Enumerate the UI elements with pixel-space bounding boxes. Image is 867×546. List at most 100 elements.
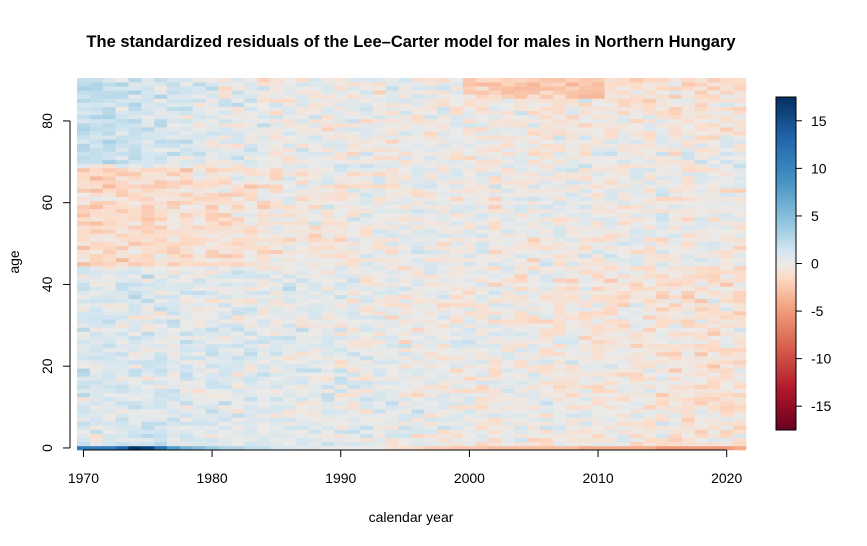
heatmap-cell — [269, 429, 284, 434]
heatmap-cell — [141, 323, 155, 328]
heatmap-cell — [591, 286, 605, 291]
heatmap-cell — [192, 335, 206, 340]
heatmap-cell — [360, 445, 374, 451]
heatmap-cell — [720, 212, 734, 218]
heatmap-cell — [205, 188, 219, 193]
heatmap-cell — [553, 413, 567, 418]
heatmap-cell — [308, 110, 322, 116]
heatmap-cell — [424, 425, 438, 430]
heatmap-cell — [694, 376, 708, 381]
heatmap-cell — [578, 221, 592, 226]
heatmap-cell — [167, 253, 181, 259]
colorbar-segment — [776, 286, 796, 291]
heatmap-cell — [321, 388, 335, 394]
heatmap-cell — [424, 180, 438, 185]
heatmap-cell — [540, 143, 554, 148]
heatmap-cell — [707, 216, 721, 222]
heatmap-cell — [218, 167, 232, 173]
heatmap-cell — [411, 413, 425, 418]
heatmap-cell — [424, 437, 438, 443]
heatmap-cell — [154, 114, 168, 120]
heatmap-cell — [192, 216, 206, 222]
heatmap-cell — [617, 229, 631, 234]
heatmap-cell — [694, 400, 708, 406]
heatmap-cell — [450, 82, 464, 87]
heatmap-cell — [244, 270, 258, 275]
heatmap-cell — [694, 94, 708, 99]
heatmap-cell — [282, 229, 297, 234]
heatmap-cell — [231, 216, 245, 222]
heatmap-cell — [450, 339, 464, 345]
heatmap-cell — [694, 90, 708, 95]
heatmap-cell — [694, 139, 708, 144]
heatmap-cell — [347, 147, 361, 152]
heatmap-cell — [411, 229, 425, 234]
heatmap-cell — [450, 90, 464, 95]
heatmap-cell — [141, 388, 155, 394]
heatmap-cell — [733, 364, 747, 369]
heatmap-cell — [128, 127, 142, 132]
heatmap-cell — [514, 343, 528, 349]
heatmap-cell — [372, 409, 387, 414]
heatmap-cell — [385, 192, 399, 197]
heatmap-cell — [128, 131, 142, 136]
heatmap-cell — [707, 421, 721, 426]
heatmap-cell — [514, 372, 528, 377]
heatmap-cell — [694, 392, 708, 398]
heatmap-cell — [347, 135, 361, 140]
heatmap-cell — [334, 323, 348, 328]
heatmap-cell — [231, 355, 245, 361]
heatmap-cell — [128, 319, 142, 324]
heatmap-cell — [437, 221, 451, 226]
heatmap-cell — [437, 425, 451, 430]
heatmap-cell — [514, 221, 528, 226]
heatmap-cell — [372, 433, 387, 439]
heatmap-cell — [218, 192, 232, 197]
heatmap-cell — [553, 417, 567, 422]
heatmap-cell — [385, 241, 399, 246]
heatmap-cell — [553, 290, 567, 295]
heatmap-cell — [385, 184, 399, 189]
heatmap-cell — [282, 331, 297, 336]
heatmap-cell — [694, 78, 708, 83]
heatmap-cell — [501, 180, 515, 185]
heatmap-cell — [334, 311, 348, 316]
heatmap-cell — [411, 274, 425, 279]
heatmap-cell — [514, 425, 528, 430]
heatmap-cell — [707, 319, 721, 324]
heatmap-cell — [128, 192, 142, 197]
heatmap-cell — [192, 282, 206, 287]
heatmap-cell — [257, 437, 271, 443]
heatmap-cell — [282, 257, 297, 263]
heatmap-cell — [282, 425, 297, 430]
heatmap-cell — [694, 425, 708, 430]
heatmap-cell — [385, 298, 399, 304]
heatmap-cell — [617, 327, 631, 332]
heatmap-cell — [115, 192, 129, 197]
heatmap-cell — [102, 122, 116, 128]
heatmap-cell — [411, 151, 425, 156]
heatmap-cell — [604, 180, 618, 185]
heatmap-cell — [360, 405, 374, 410]
heatmap-cell — [617, 405, 631, 410]
colorbar-segment — [776, 240, 796, 244]
heatmap-cell — [385, 172, 399, 177]
heatmap-cell — [668, 384, 682, 389]
heatmap-cell — [192, 151, 206, 156]
heatmap-cell — [141, 221, 155, 226]
heatmap-cell — [411, 425, 425, 430]
x-tick-label: 2000 — [454, 470, 485, 486]
heatmap-cell — [488, 245, 502, 250]
heatmap-cell — [630, 249, 644, 255]
heatmap-cell — [553, 343, 567, 349]
heatmap-cell — [128, 376, 142, 381]
heatmap-cell — [347, 241, 361, 246]
heatmap-cell — [244, 429, 258, 434]
heatmap-cell — [295, 400, 309, 406]
colorbar-tick-label: -15 — [811, 398, 831, 414]
heatmap-cell — [360, 290, 374, 295]
heatmap-cell — [154, 94, 168, 99]
heatmap-cell — [501, 159, 515, 165]
heatmap-cell — [707, 102, 721, 107]
heatmap-cell — [321, 163, 335, 169]
